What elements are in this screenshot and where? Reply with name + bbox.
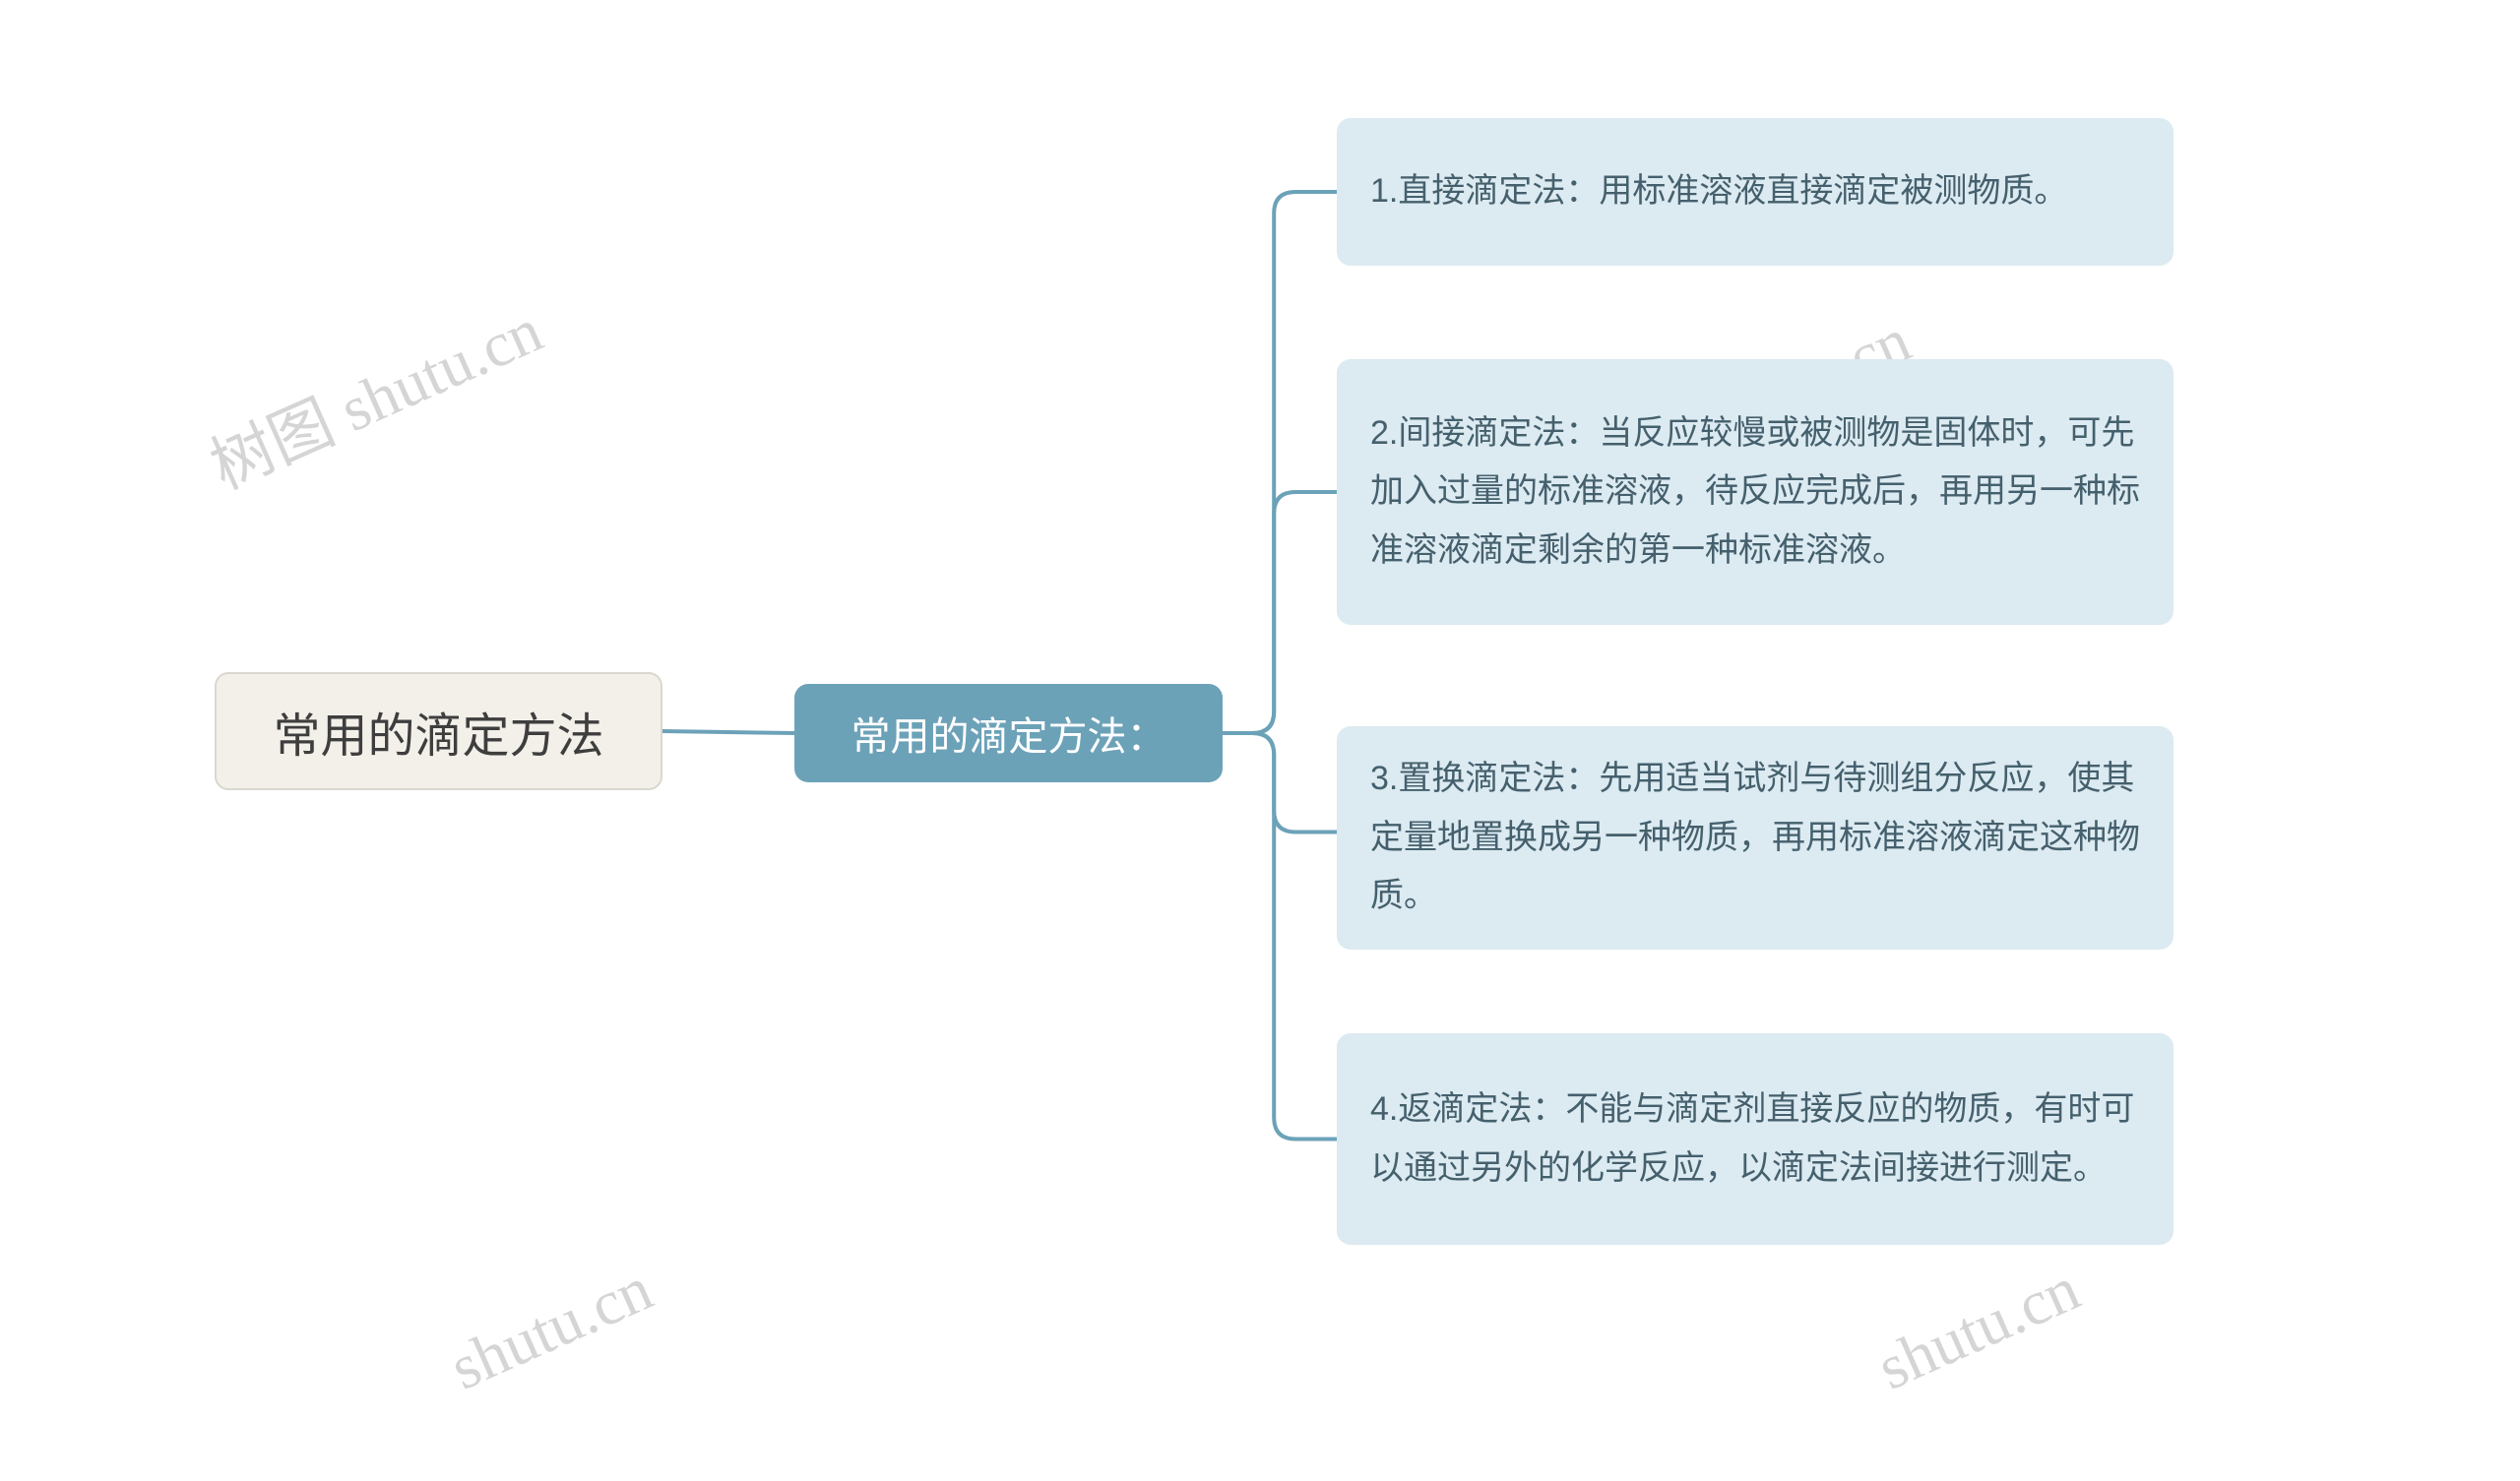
- level1-label: 常用的滴定方法：: [851, 705, 1166, 762]
- leaf-label: 4.返滴定法：不能与滴定剂直接反应的物质，有时可以通过另外的化学反应，以滴定法间…: [1370, 1080, 2140, 1198]
- leaf-label: 3.置换滴定法：先用适当试剂与待测组分反应，使其定量地置换成另一种物质，再用标准…: [1370, 750, 2140, 926]
- leaf-node-3[interactable]: 4.返滴定法：不能与滴定剂直接反应的物质，有时可以通过另外的化学反应，以滴定法间…: [1337, 1033, 2174, 1245]
- root-label: 常用的滴定方法: [273, 697, 603, 766]
- watermark-0: 树图 shutu.cn: [194, 280, 553, 507]
- level1-node[interactable]: 常用的滴定方法：: [794, 684, 1223, 782]
- root-node[interactable]: 常用的滴定方法: [215, 672, 662, 790]
- watermark-3: shutu.cn: [1867, 1252, 2091, 1404]
- watermark-2: shutu.cn: [440, 1252, 663, 1404]
- leaf-label: 1.直接滴定法：用标准溶液直接滴定被测物质。: [1370, 162, 2067, 221]
- leaf-node-2[interactable]: 3.置换滴定法：先用适当试剂与待测组分反应，使其定量地置换成另一种物质，再用标准…: [1337, 726, 2174, 950]
- leaf-node-1[interactable]: 2.间接滴定法：当反应较慢或被测物是固体时，可先加入过量的标准溶液，待反应完成后…: [1337, 359, 2174, 625]
- mindmap-canvas: 树图 shutu.cn 树图 shutu.cn shutu.cn shutu.c…: [0, 0, 2520, 1481]
- leaf-node-0[interactable]: 1.直接滴定法：用标准溶液直接滴定被测物质。: [1337, 118, 2174, 266]
- leaf-label: 2.间接滴定法：当反应较慢或被测物是固体时，可先加入过量的标准溶液，待反应完成后…: [1370, 404, 2140, 581]
